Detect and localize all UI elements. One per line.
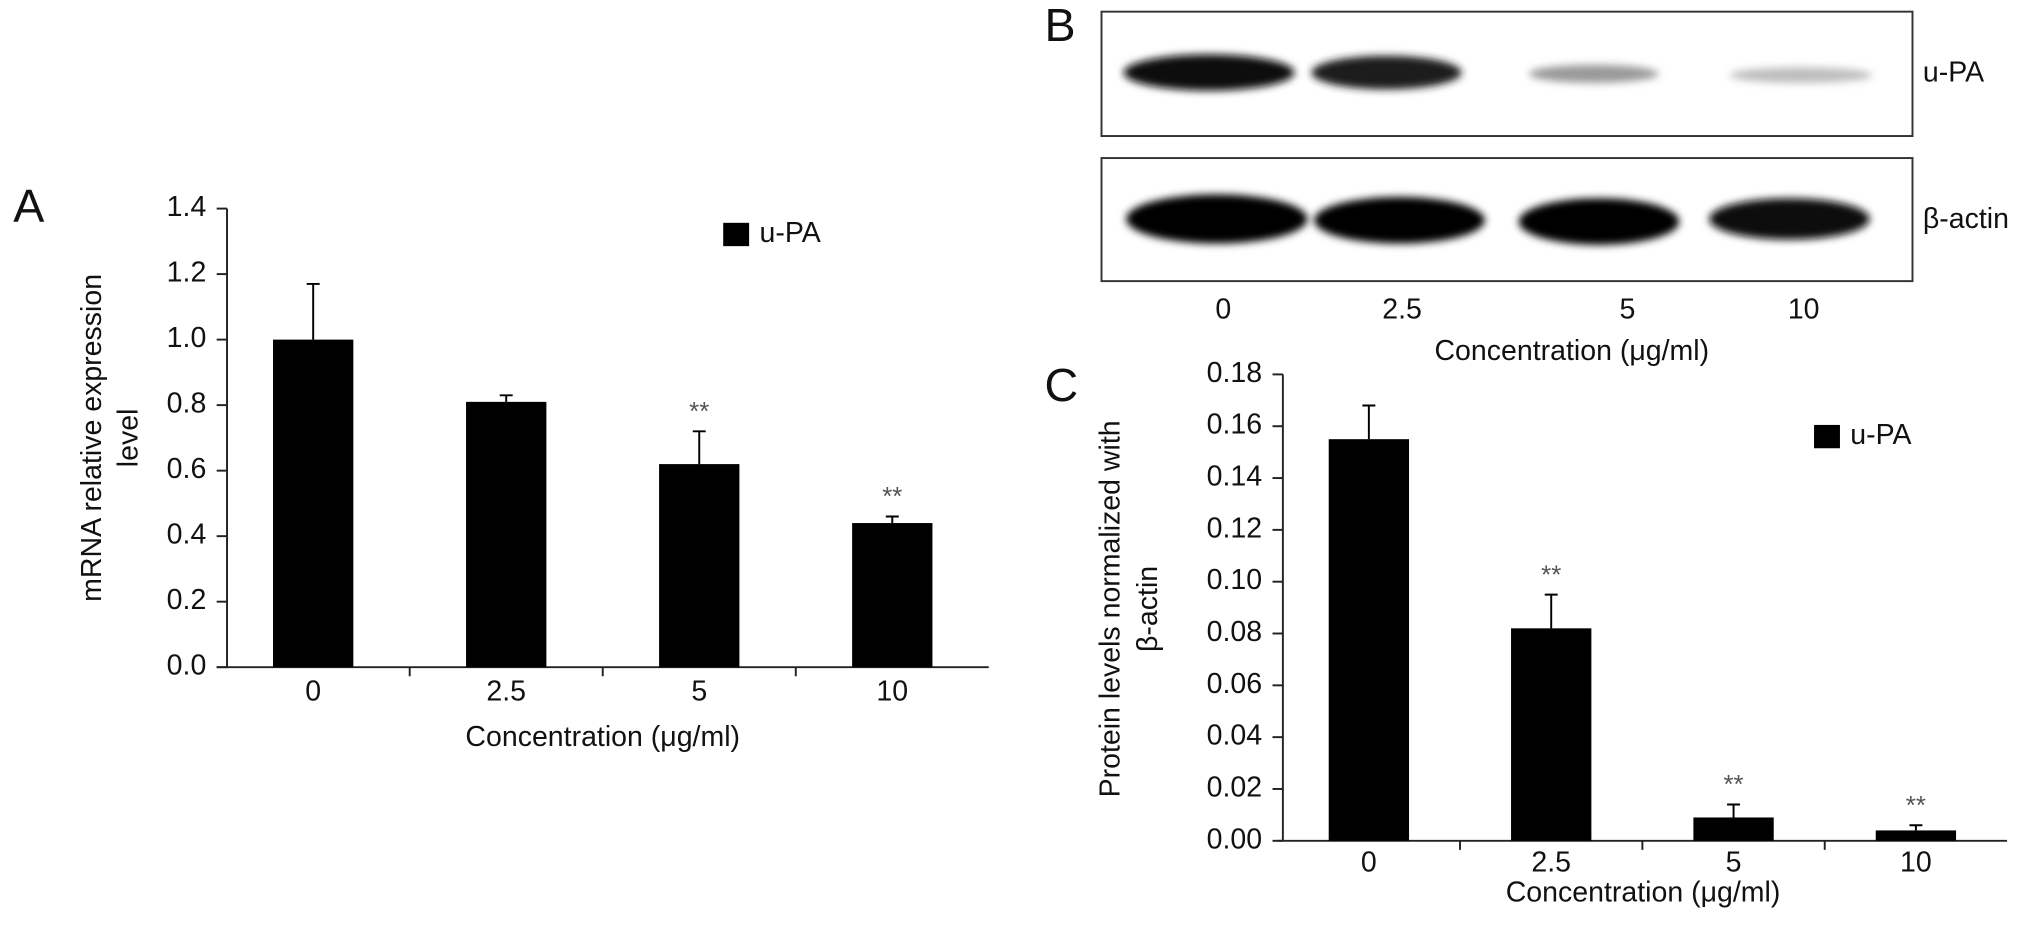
x-tick-label: 5 bbox=[691, 676, 707, 708]
blot-bands bbox=[1123, 54, 1873, 245]
significance-label: ** bbox=[1906, 792, 1926, 820]
x-axis-label: Concentration (μg/ml) bbox=[1434, 335, 1709, 367]
y-axis-label: level bbox=[112, 409, 144, 468]
legend-swatch bbox=[1814, 424, 1840, 449]
x-tick-label: 10 bbox=[1900, 847, 1932, 879]
legend-label: u-PA bbox=[759, 217, 820, 249]
significance-label: ** bbox=[1541, 561, 1561, 589]
y-tick-label: 0.14 bbox=[1207, 461, 1263, 493]
y-tick-label: 0.6 bbox=[167, 453, 207, 485]
panel-label: A bbox=[13, 180, 44, 232]
y-tick-label: 0.10 bbox=[1207, 564, 1262, 596]
x-tick-label: 2.5 bbox=[1531, 847, 1571, 879]
lane-label: 2.5 bbox=[1382, 293, 1422, 325]
bar bbox=[273, 339, 354, 668]
error-bar bbox=[1909, 824, 1923, 831]
y-tick-label: 1.4 bbox=[167, 191, 207, 223]
error-bar bbox=[692, 430, 706, 465]
y-tick-label: 0.0 bbox=[167, 650, 207, 682]
band-label: β-actin bbox=[1923, 203, 2009, 235]
y-tick-label: 0.04 bbox=[1207, 720, 1263, 752]
bar bbox=[659, 464, 740, 668]
panel-label: B bbox=[1045, 0, 1076, 51]
x-axis-label: Concentration (μg/ml) bbox=[1506, 876, 1781, 908]
error-bar bbox=[885, 515, 899, 524]
legend-swatch bbox=[723, 222, 750, 247]
y-tick-label: 1.0 bbox=[167, 322, 207, 354]
y-tick-label: 0.18 bbox=[1207, 357, 1262, 389]
lane-label: 0 bbox=[1215, 293, 1231, 325]
x-tick-label: 10 bbox=[876, 676, 908, 708]
lane-label: 10 bbox=[1788, 293, 1820, 325]
x-tick-label: 0 bbox=[1361, 847, 1377, 879]
error-bar bbox=[306, 282, 320, 340]
error-bar bbox=[1544, 593, 1558, 629]
blot-panel: B u-PA β-actin 0 2.5 5 10 Concentration … bbox=[1045, 0, 2009, 367]
y-tick-label: 0.12 bbox=[1207, 512, 1262, 544]
y-tick-label: 0.4 bbox=[167, 519, 207, 551]
y-tick-label: 0.16 bbox=[1207, 409, 1262, 441]
lane-label: 5 bbox=[1620, 293, 1636, 325]
x-axis-label: Concentration (μg/ml) bbox=[465, 721, 740, 753]
y-tick-label: 0.8 bbox=[167, 388, 207, 420]
error-bar bbox=[499, 394, 513, 402]
significance-label: ** bbox=[689, 398, 709, 426]
y-tick-label: 0.08 bbox=[1207, 616, 1262, 648]
bar bbox=[1693, 817, 1774, 841]
significance-label: ** bbox=[882, 483, 902, 511]
y-tick-label: 0.00 bbox=[1207, 823, 1262, 855]
panel-label: C bbox=[1045, 359, 1079, 411]
band-label: u-PA bbox=[1923, 56, 1984, 88]
significance-label: ** bbox=[1723, 771, 1743, 799]
y-tick-label: 0.06 bbox=[1207, 668, 1262, 700]
y-axis-label: mRNA relative expression bbox=[76, 274, 108, 602]
bar bbox=[466, 401, 547, 668]
bar bbox=[1328, 439, 1410, 841]
legend-label: u-PA bbox=[1850, 419, 1911, 451]
y-tick-label: 1.2 bbox=[167, 257, 207, 289]
error-bar bbox=[1362, 404, 1376, 440]
y-axis-label: Protein levels normalized with bbox=[1094, 420, 1126, 797]
x-tick-label: 0 bbox=[305, 676, 321, 708]
y-tick-label: 0.02 bbox=[1207, 772, 1262, 804]
error-bar bbox=[1727, 803, 1741, 818]
x-tick-label: 5 bbox=[1726, 847, 1742, 879]
bar bbox=[1511, 628, 1592, 841]
bar bbox=[852, 523, 933, 668]
bar bbox=[1875, 830, 1957, 841]
x-tick-label: 2.5 bbox=[486, 676, 526, 708]
y-tick-label: 0.2 bbox=[167, 584, 207, 616]
y-axis-label: β-actin bbox=[1132, 566, 1164, 652]
